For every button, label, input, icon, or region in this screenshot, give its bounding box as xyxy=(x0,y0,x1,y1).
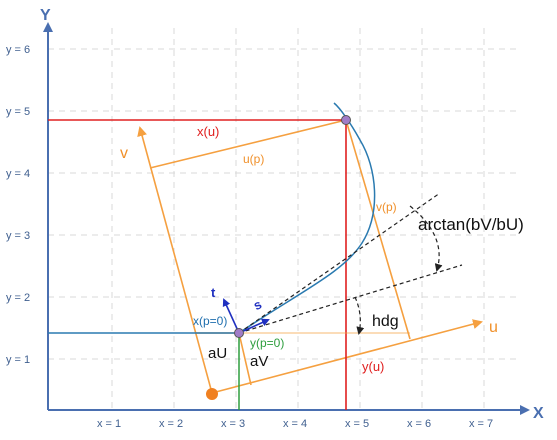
u-axis-label: u xyxy=(489,319,498,336)
x-tick-label: x = 2 xyxy=(159,418,183,430)
x-tick-labels: x = 1 x = 2 x = 3 x = 4 x = 5 x = 6 x = … xyxy=(97,418,493,430)
grid xyxy=(48,28,520,408)
y-tick-label: y = 5 xyxy=(6,106,30,118)
arctan-label: arctan(bV/bU) xyxy=(418,215,524,234)
arctan-angle-arc xyxy=(409,205,443,272)
heading-tangent-line xyxy=(238,264,463,334)
x-tick-label: x = 1 xyxy=(97,418,121,430)
y-p0-label: y(p=0) xyxy=(250,336,284,350)
t-label: t xyxy=(211,285,216,300)
aV-label: aV xyxy=(250,353,268,370)
hdg-label: hdg xyxy=(372,313,399,330)
t-arrow xyxy=(222,298,240,334)
y-tick-labels: y = 1 y = 2 y = 3 y = 4 y = 5 y = 6 xyxy=(6,44,30,366)
y-tick-label: y = 4 xyxy=(6,168,30,180)
x-tick-label: x = 3 xyxy=(221,418,245,430)
parametric-curve xyxy=(238,102,376,334)
y-of-u-label: y(u) xyxy=(362,359,384,374)
v-axis-label: v xyxy=(120,145,128,162)
start-point xyxy=(234,328,244,338)
y-axis-label: Y xyxy=(40,7,51,24)
local-origin-point xyxy=(206,388,218,400)
x-tick-label: x = 4 xyxy=(283,418,307,430)
chord-direction-line xyxy=(238,192,441,334)
end-point xyxy=(341,115,351,125)
aU-label: aU xyxy=(208,345,227,362)
v-of-p-label: v(p) xyxy=(376,200,397,214)
x-tick-label: x = 7 xyxy=(469,418,493,430)
x-of-u-label: x(u) xyxy=(197,124,219,139)
u-projection-line xyxy=(149,119,347,169)
y-tick-label: y = 1 xyxy=(6,354,30,366)
x-tick-label: x = 6 xyxy=(407,418,431,430)
y-tick-label: y = 2 xyxy=(6,292,30,304)
s-label: s xyxy=(251,296,264,313)
u-of-p-label: u(p) xyxy=(243,152,264,166)
y-tick-label: y = 3 xyxy=(6,230,30,242)
hdg-angle-arc xyxy=(354,296,365,335)
x-tick-label: x = 5 xyxy=(345,418,369,430)
x-p0-label: x(p=0) xyxy=(193,314,227,328)
s-arrow xyxy=(238,318,270,334)
v-axis-arrow xyxy=(137,126,213,394)
v-projection-line xyxy=(345,119,411,340)
y-tick-label: y = 6 xyxy=(6,44,30,56)
x-axis-label: X xyxy=(533,405,544,422)
start-v-line xyxy=(238,332,252,386)
